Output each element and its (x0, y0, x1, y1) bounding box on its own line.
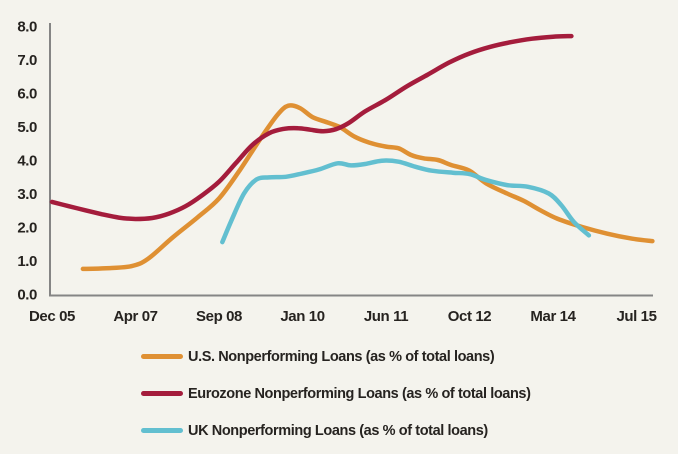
y-tick-label: 3.0 (17, 186, 37, 203)
y-tick-label: 0.0 (17, 287, 37, 304)
x-tick-label: Sep 08 (196, 308, 242, 325)
y-tick-label: 5.0 (17, 119, 37, 136)
legend-item-uk: UK Nonperforming Loans (as % of total lo… (141, 412, 531, 449)
y-tick-label: 8.0 (17, 19, 37, 36)
x-tick-label: Jul 15 (616, 308, 656, 325)
y-tick-label: 7.0 (17, 52, 37, 69)
x-tick-label: Jun 11 (364, 308, 408, 325)
legend-swatch-uk-line (141, 428, 183, 433)
series-line-eurozone (49, 33, 574, 222)
x-tick-label: Jan 10 (280, 308, 324, 325)
x-tick-label: Mar 14 (530, 308, 576, 325)
x-tick-label: Oct 12 (448, 308, 492, 325)
y-tick-label: 6.0 (17, 86, 37, 103)
x-tick-label: Dec 05 (29, 308, 75, 325)
y-tick-label: 2.0 (17, 220, 37, 237)
legend-swatch-eurozone-line (141, 391, 183, 396)
series-line-uk (220, 158, 592, 245)
legend-item-eurozone: Eurozone Nonperforming Loans (as % of to… (141, 375, 531, 412)
series-line-us (80, 103, 655, 272)
legend-swatch-us-line (141, 354, 183, 359)
legend-label-us: U.S. Nonperforming Loans (as % of total … (188, 348, 495, 365)
legend-label-eurozone: Eurozone Nonperforming Loans (as % of to… (188, 385, 531, 402)
x-tick-label: Apr 07 (113, 308, 157, 325)
chart-legend: U.S. Nonperforming Loans (as % of total … (141, 338, 531, 449)
legend-label-uk: UK Nonperforming Loans (as % of total lo… (188, 422, 488, 439)
y-tick-label: 1.0 (17, 253, 37, 270)
legend-item-us: U.S. Nonperforming Loans (as % of total … (141, 338, 531, 375)
y-tick-label: 4.0 (17, 153, 37, 170)
